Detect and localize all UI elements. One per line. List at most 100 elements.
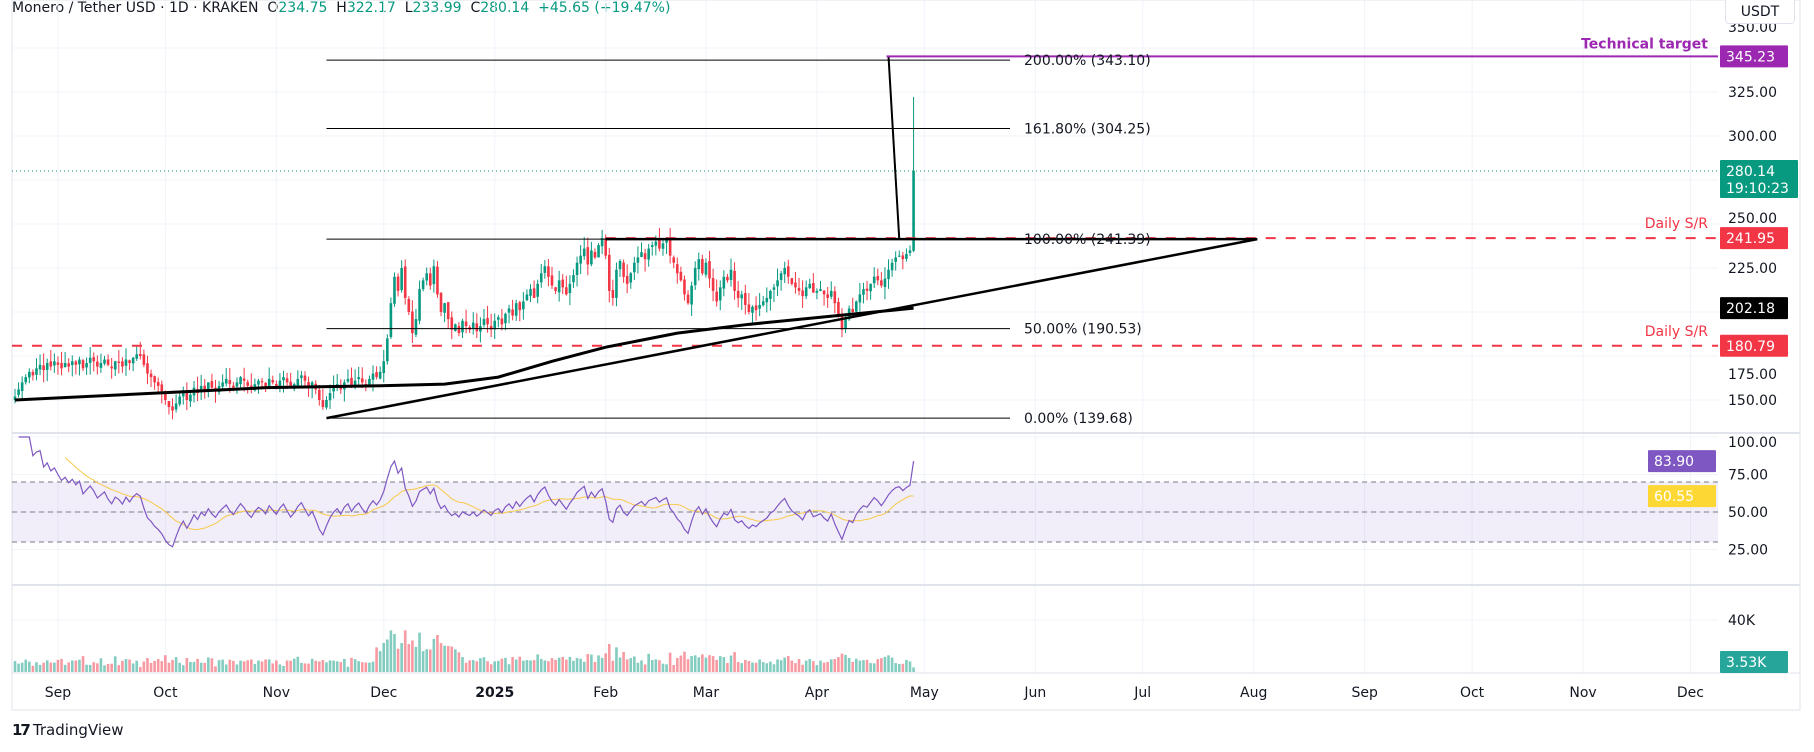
volume-bar [668,652,672,672]
volume-bar [568,656,572,672]
candle-body [514,303,518,316]
candle-body [500,318,504,325]
close-label: C [470,0,481,16]
candle-body [375,372,378,378]
moving-average-tag-text: 202.18 [1726,301,1775,317]
volume-bar [375,647,378,672]
candle-body [550,275,554,286]
candle-body [489,326,493,330]
candle [532,280,536,299]
candle-body [715,291,718,302]
volume-bar [450,646,454,672]
volume-bar [851,661,855,672]
volume-bar [339,662,343,672]
candle [697,252,701,281]
candle [310,380,314,399]
candle [249,373,253,394]
candle [758,293,761,317]
candle [282,370,285,393]
candle [53,353,56,373]
volume-bar [96,663,99,672]
volume-bar [582,661,586,672]
volume-bar [153,660,156,672]
candle-body [758,304,761,309]
candle-body [522,301,525,310]
candle [17,382,20,398]
candle-body [582,248,586,257]
candle [872,267,876,289]
candle-body [396,276,400,291]
candle [67,358,70,373]
candle-body [421,280,425,290]
candle-body [844,319,847,329]
candle [128,359,131,371]
volume-bar [92,662,96,672]
candle [883,267,887,300]
candle-body [207,382,210,390]
time-tick-label: Aug [1240,685,1267,701]
volume-bar [457,652,461,672]
candle-body [658,239,661,249]
candle [20,376,24,401]
volume-bar [550,658,554,672]
candle [511,299,514,321]
ascending-trendline [326,237,1258,420]
candle [350,367,353,388]
candle-body [636,257,640,263]
candle-body [812,283,815,293]
volume-bar [779,660,783,672]
volume-bar [74,660,78,672]
candle-body [99,363,103,368]
volume-bar [257,660,260,672]
volume-tick-label: 40K [1728,613,1756,629]
candle [572,269,575,288]
candle [733,262,736,300]
candle [88,347,92,375]
candle-body [189,394,192,402]
daily-sr-upper-tag-text: 241.95 [1726,231,1775,247]
tradingview-logo[interactable]: 𝟭𝟳 TradingView [12,721,124,739]
time-tick-label: Jun [1023,685,1046,701]
candle-body [872,276,876,284]
volume-bar [471,660,475,672]
currency-button[interactable]: USDT [1725,0,1795,24]
candle-body [88,357,92,363]
volume-bar [128,659,131,672]
candle-body [393,276,396,304]
candle-body [640,252,643,257]
volume-bar [514,659,518,672]
candle-body [772,287,776,290]
candle-body [428,273,432,286]
candle-body [328,392,332,401]
candle [271,375,275,385]
volume-bar [586,654,590,672]
volume-bar [20,662,24,672]
candle-body [232,385,235,388]
volume-bar [70,660,74,672]
candle [446,301,450,329]
candle-body [56,362,60,365]
candle-body [607,254,611,291]
volume-bar [869,663,872,672]
volume-bar [740,663,744,672]
candle [142,349,146,368]
candle [210,373,214,391]
rsi-value-tag-bg [1648,450,1716,473]
volume-bar [797,659,801,672]
candle [393,272,396,307]
price-tick-label: 150.00 [1728,393,1777,409]
candle [99,353,103,373]
volume-bar [883,656,887,672]
candle [96,355,99,375]
candle [547,258,550,287]
candle-body [110,366,113,369]
candle-body [661,243,665,249]
candle [865,280,869,301]
candle-body [386,338,389,362]
candle-body [260,381,264,383]
candle-body [282,377,285,381]
volume-bar [636,662,640,672]
volume-bar [428,649,432,672]
candle [411,300,414,343]
